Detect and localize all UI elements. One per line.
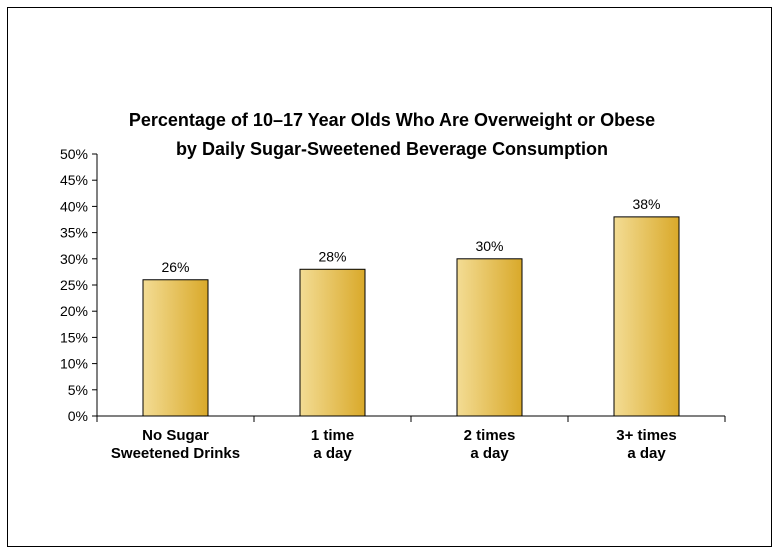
data-label: 28% <box>318 248 346 264</box>
bar <box>299 268 366 417</box>
y-tick-label: 5% <box>68 382 88 398</box>
x-category-label: No Sugar <box>142 427 209 444</box>
y-tick-label: 30% <box>60 251 88 267</box>
data-label: 26% <box>161 259 189 275</box>
bar <box>456 258 523 417</box>
y-tick-label: 45% <box>60 172 88 188</box>
chart-title-line-1: Percentage of 10–17 Year Olds Who Are Ov… <box>128 110 656 130</box>
x-category-label: Sweetened Drinks <box>111 445 240 462</box>
data-label: 38% <box>632 196 660 212</box>
y-tick-label: 15% <box>60 329 88 345</box>
data-label: 30% <box>475 238 503 254</box>
chart-title-line-2: by Daily Sugar-Sweetened Beverage Consum… <box>175 139 609 159</box>
x-category-label: a day <box>470 445 509 462</box>
y-tick-label: 20% <box>60 303 88 319</box>
x-category-label: 3+ times <box>616 427 676 444</box>
y-tick-label: 35% <box>60 225 88 241</box>
y-tick-label: 25% <box>60 277 88 293</box>
x-category-label: a day <box>313 445 352 462</box>
bar <box>142 279 209 417</box>
y-tick-label: 0% <box>68 408 88 424</box>
bar <box>613 216 680 417</box>
y-tick-label: 10% <box>60 356 88 372</box>
chart-labels: 0% 5% 10% 15% 20% 25% 30% 35% 40% 45% 50% 26% No Sug… <box>60 146 677 462</box>
bar-chart: 0% 5% 10% 15% 20% 25% 30% 35% 40% 45% 50% 26% No Sug… <box>60 146 726 462</box>
x-category-label: 1 time <box>311 427 354 444</box>
y-tick-label: 50% <box>60 146 88 162</box>
x-category-label: a day <box>627 445 666 462</box>
chart-title: Percentage of 10–17 Year Olds Who Are Ov… <box>0 106 784 164</box>
bar-series <box>142 216 680 417</box>
x-category-label: 2 times <box>464 427 516 444</box>
y-tick-label: 40% <box>60 198 88 214</box>
